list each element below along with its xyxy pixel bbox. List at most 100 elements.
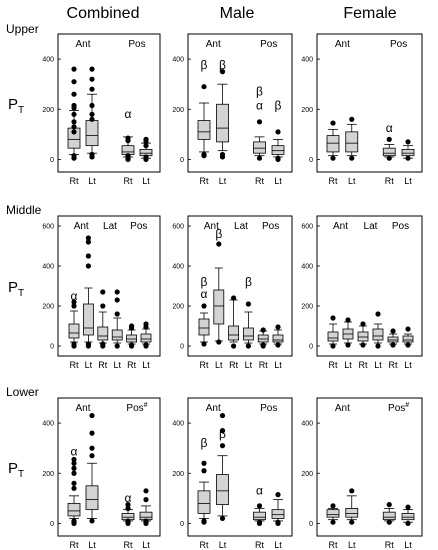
outlier-point [256, 119, 263, 125]
y-tick-label: 200 [301, 471, 313, 478]
y-tick-label: 400 [301, 421, 313, 428]
box-lt-1 [213, 241, 225, 345]
outlier-point [71, 102, 77, 109]
y-tick-label: 600 [301, 224, 313, 231]
outlier-point [100, 303, 106, 309]
significance-mark: β [245, 275, 252, 289]
row-title-lower: Lower [6, 385, 39, 399]
x-tick-label: Lt [404, 360, 412, 370]
significance-mark: β [201, 436, 208, 450]
outlier-point [275, 324, 281, 330]
outlier-point [201, 151, 207, 158]
group-label: Ant [75, 403, 90, 414]
box-lt-1 [342, 317, 354, 348]
box-lt-1 [85, 412, 99, 524]
box-rt-2 [357, 321, 369, 348]
outlier-point [125, 502, 131, 508]
outlier-point [390, 328, 396, 334]
outlier-point [219, 443, 226, 449]
outlier-point [275, 155, 281, 161]
box-rt-0 [197, 84, 211, 159]
x-tick-label: Lt [219, 176, 227, 186]
y-tick-label: 600 [172, 224, 184, 231]
outlier-point [143, 136, 149, 142]
outlier-point [114, 289, 120, 295]
iqr-box [257, 334, 269, 343]
box-rt-2 [228, 295, 240, 349]
x-tick-label: Rt [329, 360, 338, 370]
group-label: Ant [204, 221, 219, 232]
x-tick-label: Lt [274, 360, 282, 370]
outlier-point [129, 342, 135, 348]
y-tick-label: 200 [301, 107, 313, 114]
iqr-box [345, 507, 359, 518]
outlier-point [386, 502, 392, 508]
x-tick-label: Rt [255, 176, 264, 186]
group-label: Ant [74, 221, 89, 232]
outlier-point [375, 311, 381, 317]
x-tick-label: Rt [329, 540, 338, 550]
x-tick-label: Lt [274, 540, 282, 550]
significance-mark: β [215, 227, 222, 241]
x-tick-label: Lt [348, 540, 356, 550]
outlier-point [143, 154, 149, 160]
panel-frame [57, 397, 161, 537]
y-tick-label: 400 [42, 57, 54, 64]
box-rt-4 [387, 328, 399, 348]
iqr-box [216, 103, 229, 143]
outlier-point [71, 66, 77, 72]
box-rt-0 [67, 66, 81, 161]
iqr-box [242, 327, 254, 341]
outlier-point [71, 341, 77, 347]
y-tick-label: 200 [42, 304, 54, 311]
outlier-point [89, 86, 95, 92]
group-label: Ant [75, 39, 90, 50]
outlier-point [85, 263, 91, 269]
x-tick-label: Rt [124, 540, 133, 550]
y-tick-label: 400 [42, 421, 54, 428]
outlier-point [89, 111, 95, 117]
iqr-box [382, 147, 396, 157]
outlier-point [405, 155, 411, 161]
box-rt-0 [326, 503, 340, 525]
outlier-point [405, 139, 411, 145]
iqr-box [272, 334, 284, 343]
y-tick-label: 0 [50, 157, 54, 164]
box-rt-2 [382, 502, 396, 525]
x-tick-label: Rt [389, 360, 398, 370]
outlier-point [405, 520, 411, 527]
group-label: Pos [392, 221, 409, 232]
outlier-point [71, 460, 77, 466]
panel-lower-female: 0 200 400 Rt Lt Rt Lt Ant Pos# [301, 397, 423, 550]
x-tick-label: Lt [344, 360, 352, 370]
outlier-point [201, 460, 207, 466]
significance-mark: α [71, 445, 78, 459]
panel-frame [57, 33, 161, 173]
group-label: Ant [335, 39, 350, 50]
outlier-point [125, 153, 131, 159]
iqr-box [345, 131, 359, 153]
iqr-box [213, 289, 225, 325]
outlier-point [375, 343, 381, 349]
outlier-point [275, 492, 281, 498]
panel-middle-combined: 0 200 400 600 Rt Lt Rt Lt Rt Lt Ant Lat Pos α [42, 215, 161, 370]
panel-middle-female: 0 200 400 600 Rt Lt Rt Lt Rt Lt Ant Lat Pos [301, 215, 423, 370]
iqr-box [326, 509, 340, 518]
outlier-point [85, 239, 91, 245]
iqr-box [197, 490, 211, 514]
box-lt-3 [401, 504, 415, 527]
x-tick-label: Rt [255, 540, 264, 550]
x-tick-label: Lt [88, 176, 96, 186]
group-label: Pos [130, 221, 147, 232]
x-tick-label: Rt [70, 540, 79, 550]
outlier-point [360, 342, 366, 348]
x-tick-label: Rt [329, 176, 338, 186]
outlier-point [219, 69, 226, 75]
outlier-point [114, 311, 120, 317]
significance-mark: β [219, 58, 226, 72]
outlier-point [71, 153, 77, 159]
group-label: Lat [364, 221, 378, 232]
outlier-point [219, 428, 226, 434]
significance-mark: β [201, 275, 208, 289]
